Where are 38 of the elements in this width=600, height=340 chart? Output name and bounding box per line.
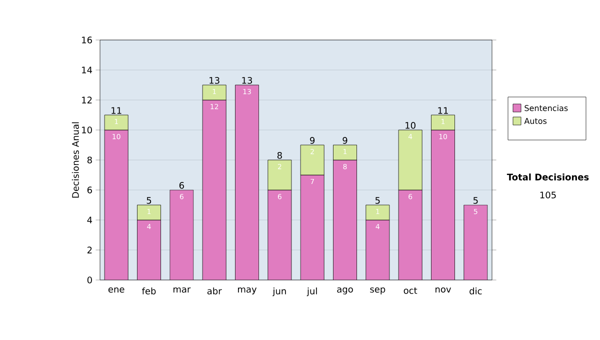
total-label: 5 [146,197,152,204]
total-label: 9 [310,136,315,144]
y-tick-label: 6 [87,186,92,194]
y-tick-label: 12 [82,96,92,104]
total-label: 11 [112,107,122,114]
y-tick-label: 4 [87,216,92,224]
x-tick-label: feb [142,287,156,294]
total-label: 6 [179,182,184,189]
total-label: 10 [406,122,416,129]
y-tick-label: 2 [87,246,92,254]
y-axis-title: Decisiones Anual [72,122,79,198]
total-label: 9 [342,136,348,144]
text: 105 [540,192,556,198]
total-label: 13 [210,76,220,84]
legend-label: Sentencias [524,104,568,112]
y-tick-label: 16 [82,36,92,44]
x-tick-label: abr [207,287,222,294]
x-tick-label: ene [108,287,124,293]
x-tick-label: mar [174,287,191,293]
total-label: 8 [277,152,282,159]
x-tick-label: sep [370,287,386,294]
x-tick-label: jun [272,287,286,296]
y-tick-label: 10 [82,126,92,134]
x-tick-label: dic [470,287,482,294]
x-tick-label: jul [306,287,317,296]
x-tick-label: nov [436,287,452,293]
text: Total Decisiones [506,174,589,180]
legend-label: Autos [524,118,547,124]
total-label: 13 [242,76,252,84]
y-tick-label: 14 [82,66,92,74]
x-tick-label: ago [337,287,353,294]
total-label: 11 [438,107,448,114]
y-tick-label: 0 [87,276,92,284]
x-tick-label: may [238,287,257,294]
x-tick-label: oct [404,287,418,294]
total-label: 5 [375,197,380,204]
total-label: 5 [473,197,478,204]
y-tick-label: 8 [87,156,92,164]
